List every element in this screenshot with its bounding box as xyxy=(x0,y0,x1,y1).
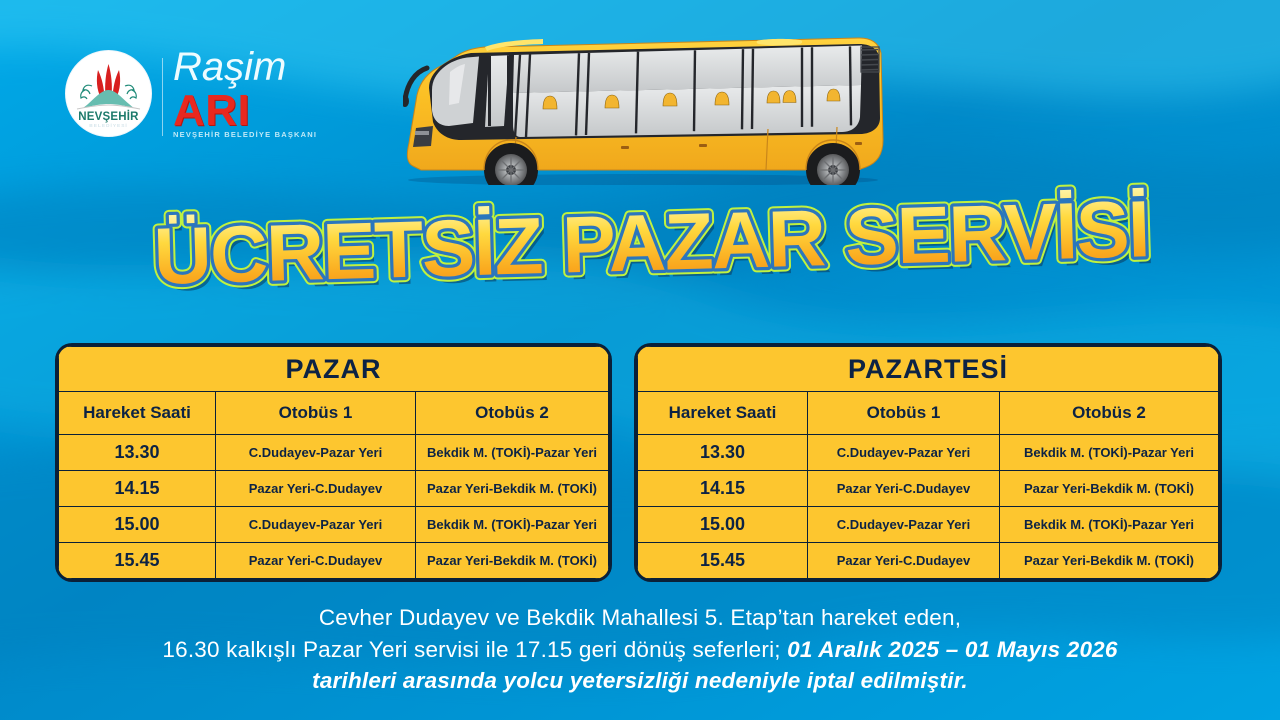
svg-text:Raşim: Raşim xyxy=(173,45,286,89)
svg-text:BELEDİYESİ: BELEDİYESİ xyxy=(89,122,128,129)
svg-text:NEVŞEHİR: NEVŞEHİR xyxy=(78,110,139,123)
